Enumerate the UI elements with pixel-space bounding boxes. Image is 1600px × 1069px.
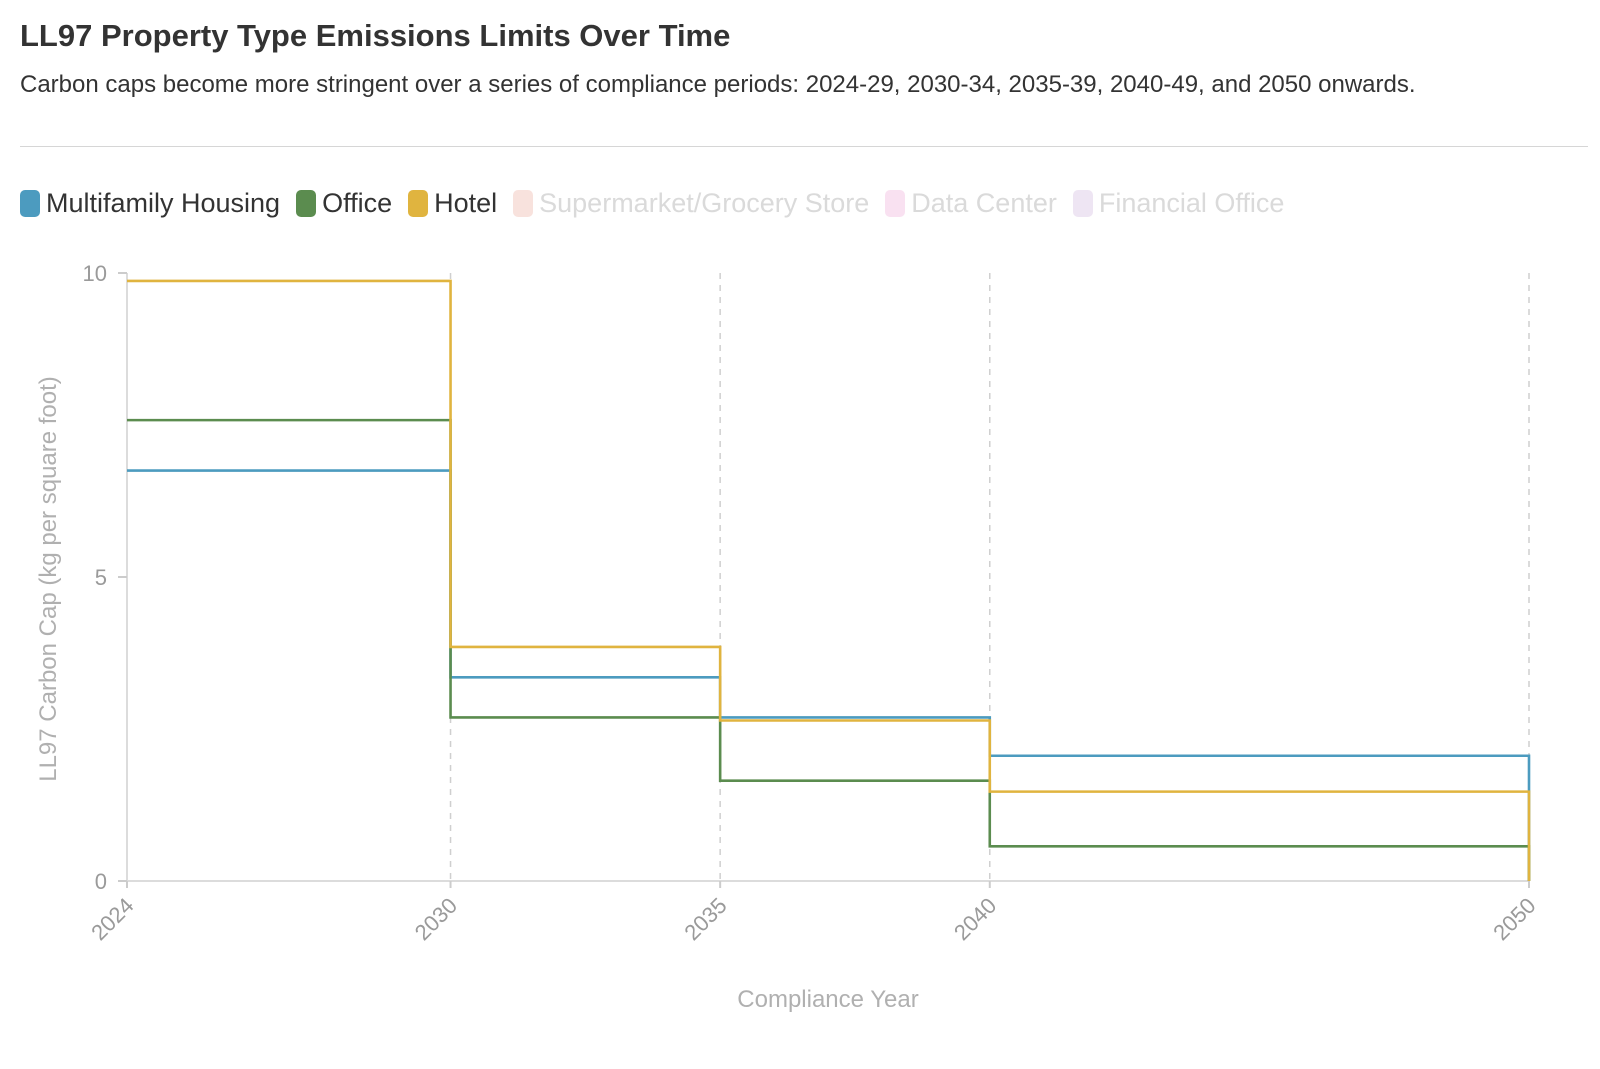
series-line-office: [127, 418, 1531, 881]
legend-item-supermarket[interactable]: Supermarket/Grocery Store: [513, 188, 869, 219]
legend-swatch-office: [296, 190, 317, 217]
legend-label: Supermarket/Grocery Store: [539, 188, 870, 218]
x-tick-label: 2040: [949, 893, 1001, 945]
y-tick-label: 5: [95, 565, 107, 590]
legend-label: Data Center: [911, 188, 1057, 218]
legend-label: Financial Office: [1098, 188, 1285, 218]
legend-swatch-data-center: [885, 190, 906, 217]
legend-item-hotel[interactable]: Hotel: [408, 188, 497, 219]
divider: [20, 146, 1588, 147]
x-tick-label: 2050: [1488, 893, 1540, 945]
legend-item-data-center[interactable]: Data Center: [885, 188, 1057, 219]
legend-swatch-hotel: [408, 190, 429, 217]
y-axis-title: LL97 Carbon Cap (kg per square foot): [35, 376, 62, 782]
x-tick-label: 2024: [86, 893, 138, 945]
legend-swatch-multifamily-housing: [20, 190, 40, 217]
legend-item-financial-office[interactable]: Financial Office: [1072, 188, 1285, 219]
legend-label: Office: [322, 188, 393, 218]
series-line-multifamily-housing: [127, 469, 1531, 881]
y-tick-label: 0: [95, 869, 107, 894]
legend-swatch-financial-office: [1072, 190, 1093, 217]
chart-subtitle: Carbon caps become more stringent over a…: [20, 71, 1416, 98]
x-tick-label: 2035: [679, 893, 731, 945]
legend-swatch-supermarket: [513, 190, 534, 217]
legend-item-multifamily-housing[interactable]: Multifamily Housing: [20, 188, 280, 219]
legend: Multifamily Housing Office Hotel Superma…: [20, 188, 1300, 219]
legend-label: Hotel: [434, 188, 498, 218]
x-axis-title: Compliance Year: [737, 986, 918, 1013]
legend-label: Multifamily Housing: [46, 188, 281, 218]
x-tick-label: 2030: [410, 893, 462, 945]
series-line-hotel: [127, 279, 1531, 881]
chart-card: LL97 Property Type Emissions Limits Over…: [20, 0, 1588, 1069]
chart-title: LL97 Property Type Emissions Limits Over…: [20, 18, 731, 53]
legend-item-office[interactable]: Office: [296, 188, 392, 219]
y-tick-label: 10: [83, 261, 107, 286]
